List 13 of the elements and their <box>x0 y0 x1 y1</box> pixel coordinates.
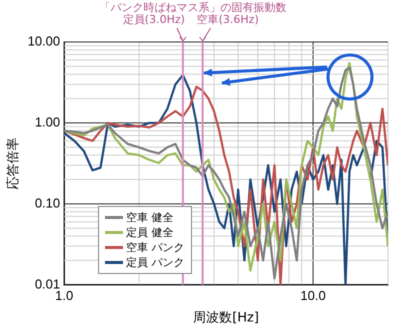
ref-line-label: 定員(3.0Hz) <box>122 12 185 26</box>
y-tick-label: 10.00 <box>28 34 60 49</box>
legend-label: 空車 健全 <box>126 210 174 225</box>
x-tick-label: 10.0 <box>300 288 326 304</box>
legend-label: 定員 健全 <box>126 225 174 240</box>
text: 「パンク時ばねマス系」の固有振動数 <box>99 0 286 14</box>
y-tick-label: 1.00 <box>34 114 60 130</box>
x-axis-title: 周波数[Hz] <box>193 310 259 326</box>
ref-line-label: 空車(3.6Hz) <box>196 12 259 26</box>
y-axis-title: 応答倍率 <box>5 137 22 190</box>
legend-label: 空車 パンク <box>126 240 184 255</box>
y-tick-label: 0.10 <box>34 195 60 210</box>
legend-label: 定員 パンク <box>126 255 184 270</box>
